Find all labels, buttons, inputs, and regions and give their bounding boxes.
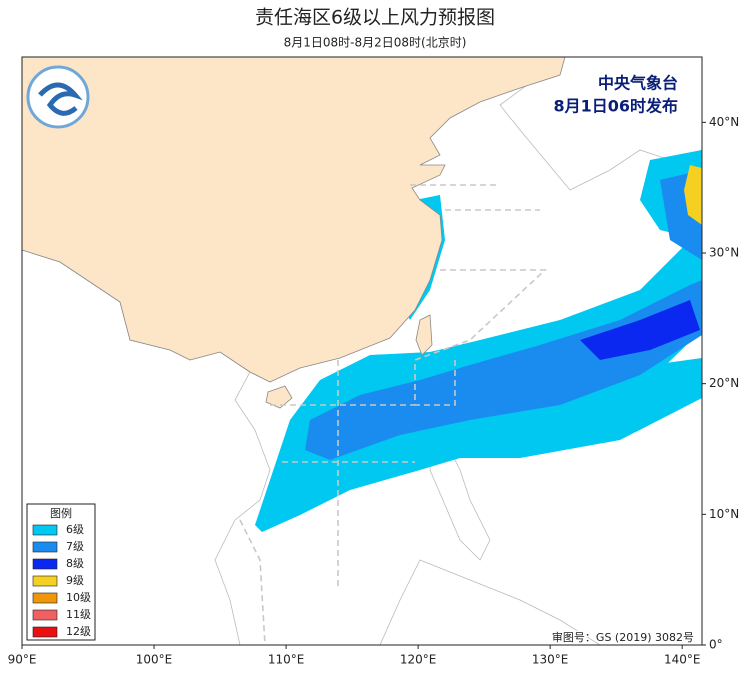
legend-swatch (32, 541, 58, 553)
legend-swatch (32, 609, 58, 621)
x-tick-label: 90°E (8, 653, 37, 667)
wind-area-6 (435, 358, 702, 458)
x-tick-label: 100°E (136, 653, 173, 667)
legend-label: 7级 (66, 540, 84, 553)
legend-label: 10级 (66, 591, 91, 604)
hainan (265, 385, 293, 409)
zone-boundary (239, 184, 548, 645)
legend-swatch (32, 592, 58, 604)
wind-area-8 (580, 300, 700, 360)
x-tick-label: 110°E (268, 653, 305, 667)
x-tick-label: 120°E (400, 653, 437, 667)
y-tick-label: 20°N (709, 376, 739, 390)
legend-title: 图例 (50, 506, 72, 520)
china-land (22, 57, 566, 383)
legend-swatch (32, 626, 58, 638)
y-tick-label: 30°N (709, 246, 739, 260)
legend-label: 9级 (66, 574, 84, 587)
logo (38, 82, 83, 116)
x-tick-label: 130°E (532, 653, 569, 667)
title: 责任海区6级以上风力预报图 (255, 7, 495, 29)
legend-swatch (32, 558, 58, 570)
legend: 图例 6级 7级 8级 9级 10级 11级 12级 (26, 503, 96, 641)
y-tick-label: 40°N (709, 115, 739, 129)
legend-swatch (32, 575, 58, 587)
wind-area-9 (684, 165, 702, 225)
agency: 中央气象台 (598, 74, 678, 93)
subtitle: 8月1日08时-8月2日08时(北京时) (284, 36, 467, 50)
y-tick-label: 0° (709, 638, 723, 652)
taiwan (415, 314, 433, 356)
map-area (21, 56, 703, 646)
land-outline (499, 57, 702, 191)
legend-swatch (32, 524, 58, 536)
y-tick-label: 10°N (709, 507, 739, 521)
land-outline (379, 559, 601, 645)
legend-label: 12级 (66, 625, 91, 638)
issue-time: 8月1日06时发布 (553, 97, 678, 116)
x-tick-label: 140°E (664, 653, 701, 667)
legend-label: 6级 (66, 523, 84, 536)
map-frame (21, 56, 703, 646)
approval-number: 审图号：GS (2019) 3082号 (552, 630, 694, 644)
legend-label: 8级 (66, 557, 84, 570)
legend-label: 11级 (66, 608, 91, 621)
wind-area-7 (305, 280, 702, 460)
